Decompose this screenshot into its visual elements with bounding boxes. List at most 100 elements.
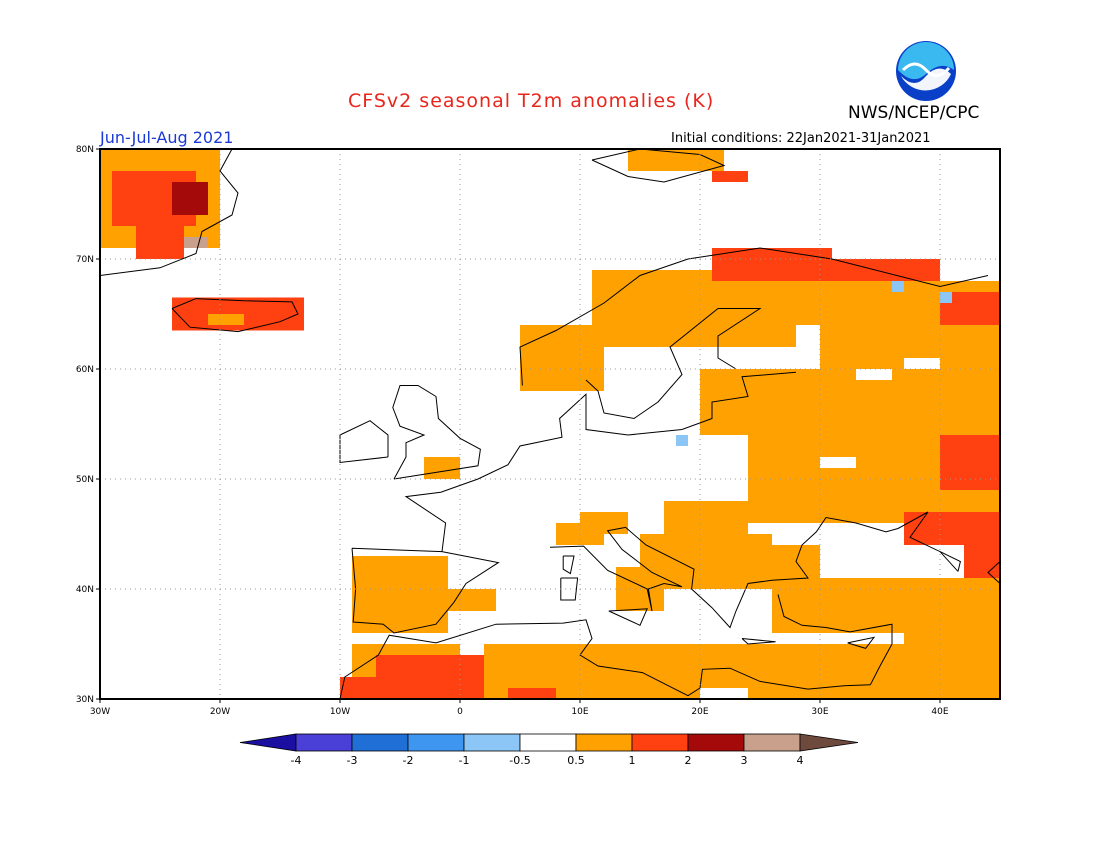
latitude-labels: 80N 70N 60N 50N 40N 30N	[76, 145, 100, 705]
anomaly-region	[424, 457, 460, 479]
coastline-segment	[339, 420, 389, 464]
colorbar-segment	[351, 733, 409, 752]
anomaly-region	[208, 314, 244, 325]
lat-tick-label: 60N	[76, 365, 94, 375]
neutral-cell	[856, 369, 892, 380]
coastline-segment	[99, 148, 239, 276]
noaa-logo-icon	[896, 41, 956, 101]
coastline-segment	[987, 561, 1001, 584]
anomaly-region	[340, 677, 436, 699]
colorbar-tick-label: 4	[797, 754, 804, 767]
anomaly-region	[184, 237, 208, 248]
anomaly-region	[556, 523, 604, 545]
colorbar-right-arrow	[799, 733, 859, 752]
cool-cell	[676, 435, 688, 446]
anomaly-region	[748, 413, 1000, 523]
coastline-segment	[741, 638, 776, 645]
anomaly-region	[352, 644, 1000, 699]
anomaly-region	[724, 545, 820, 589]
cool-cell	[892, 281, 904, 292]
colorbar-segment	[407, 733, 465, 752]
cool-cell	[940, 292, 952, 303]
anomaly-region	[592, 270, 796, 347]
anomaly-region	[712, 171, 748, 182]
coastline-segment	[939, 551, 961, 572]
colorbar-segment	[519, 733, 577, 752]
lon-tick-label: 10W	[330, 707, 350, 717]
anomaly-region	[820, 325, 1000, 424]
neutral-cell	[700, 688, 748, 699]
lat-tick-label: 40N	[76, 585, 94, 595]
anomaly-region	[796, 281, 1000, 325]
anomaly-region	[616, 567, 664, 611]
anomaly-region	[640, 534, 772, 589]
anomaly-region	[172, 182, 208, 215]
colorbar-tick-label: -3	[347, 754, 358, 767]
coastline-segment	[591, 148, 726, 183]
colorbar-tick-label: -4	[291, 754, 302, 767]
anomaly-region	[628, 149, 724, 171]
anomaly-region	[700, 369, 820, 435]
colorbar-tick-label: -2	[403, 754, 414, 767]
coastline-segment	[404, 371, 797, 552]
coastline-segment	[847, 636, 876, 649]
coastline-segment	[608, 608, 648, 626]
anomaly-region	[712, 248, 832, 281]
colorbar-tick-label: -1	[459, 754, 470, 767]
colorbar: -4 -3 -2 -1 -0.5 0.5 1 2 3 4	[239, 733, 859, 767]
colorbar-segment	[687, 733, 745, 752]
anomaly-region	[100, 149, 220, 248]
longitude-labels: 30W 20W 10W 0 10E 20E 30E 40E	[90, 699, 949, 717]
colorbar-tick-label: 1	[629, 754, 636, 767]
map-title: CFSv2 seasonal T2m anomalies (K)	[348, 90, 715, 112]
coastline-segment	[562, 555, 575, 575]
anomaly-region	[832, 259, 940, 281]
season-label: Jun-Jul-Aug 2021	[100, 128, 234, 147]
coastline-segment	[560, 577, 579, 601]
neutral-cell	[460, 644, 484, 655]
anomaly-region	[136, 226, 184, 259]
coastline-segment	[549, 526, 683, 612]
anomaly-region	[448, 589, 496, 611]
lon-tick-label: 0	[457, 707, 463, 717]
colorbar-segment	[631, 733, 689, 752]
lon-tick-label: 10E	[571, 707, 588, 717]
colorbar-left-arrow	[239, 733, 297, 752]
colorbar-tick-label: 2	[685, 754, 692, 767]
anomaly-field	[100, 149, 1000, 699]
anomaly-region	[376, 655, 484, 699]
agency-label: NWS/NCEP/CPC	[848, 103, 980, 123]
coastline-segment	[392, 385, 481, 480]
lat-tick-label: 70N	[76, 255, 94, 265]
anomaly-region	[508, 688, 556, 699]
anomaly-region	[112, 171, 196, 226]
colorbar-tick-label: 0.5	[567, 754, 585, 767]
anomaly-region	[664, 501, 748, 534]
colorbar-segment	[463, 733, 521, 752]
anomaly-region	[520, 325, 604, 391]
coastline-segment	[339, 619, 871, 700]
coastline-segment	[777, 594, 893, 685]
colorbar-segment	[295, 733, 353, 752]
neutral-cell	[820, 457, 856, 468]
map-frame	[99, 148, 1001, 700]
lon-tick-label: 30E	[811, 707, 828, 717]
anomaly-region	[904, 578, 1000, 666]
anomaly-region	[352, 556, 448, 633]
colorbar-segment	[743, 733, 801, 752]
lon-tick-label: 20W	[210, 707, 230, 717]
coastline-segment	[351, 547, 500, 634]
coastline-segment	[585, 308, 762, 420]
anomaly-region	[580, 512, 628, 534]
initial-conditions-label: Initial conditions: 22Jan2021-31Jan2021	[671, 131, 931, 146]
anomaly-region	[172, 297, 304, 331]
colorbar-tick-label: -0.5	[509, 754, 530, 767]
coastlines	[99, 148, 1001, 700]
lon-tick-label: 30W	[90, 707, 110, 717]
anomaly-region	[940, 292, 1000, 358]
neutral-cell	[904, 358, 940, 369]
lon-tick-label: 40E	[931, 707, 948, 717]
coastline-segment	[171, 298, 299, 333]
colorbar-tick-label: 3	[741, 754, 748, 767]
anomaly-region	[904, 512, 1000, 545]
